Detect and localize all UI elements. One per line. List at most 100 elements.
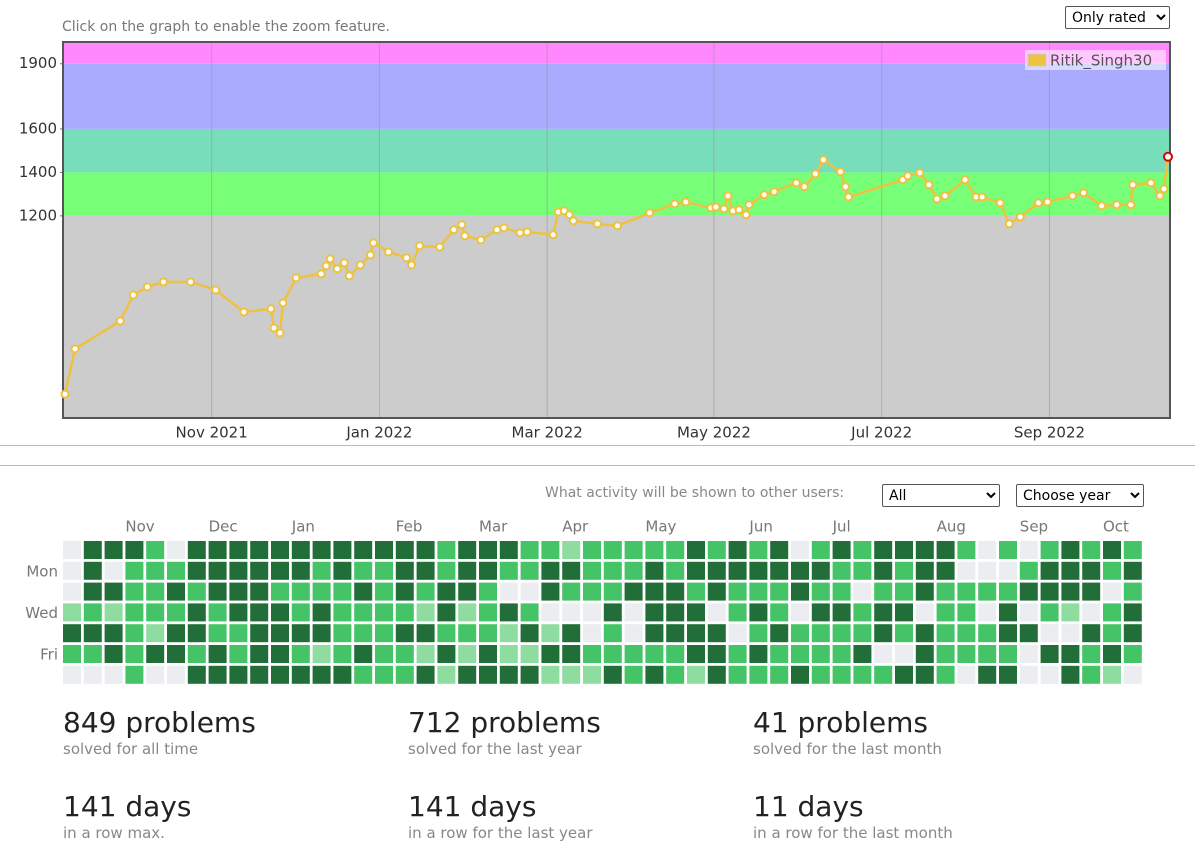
rating-point	[186, 277, 196, 287]
activity-cell	[895, 561, 913, 580]
rating-point	[1042, 197, 1052, 207]
rating-point	[1146, 178, 1156, 188]
activity-cell	[874, 603, 893, 622]
activity-cell	[1061, 624, 1080, 643]
year-select[interactable]: Choose year	[1016, 484, 1144, 507]
activity-cell	[1019, 561, 1038, 580]
rating-chart[interactable]: Click on the graph to enable the zoom fe…	[0, 0, 1195, 445]
activity-cell	[1082, 541, 1101, 559]
activity-cell	[978, 603, 997, 622]
x-tick-label: Jul 2022	[850, 424, 912, 442]
activity-cell	[957, 665, 976, 684]
activity-cell	[146, 582, 165, 601]
activity-cell	[479, 541, 497, 559]
activity-cell	[687, 624, 705, 643]
rating-point	[383, 247, 393, 257]
activity-cell	[208, 645, 227, 663]
activity-cell	[416, 645, 435, 663]
activity-cell	[104, 665, 123, 684]
activity-cell	[499, 603, 518, 622]
activity-cell	[291, 561, 310, 580]
rating-point	[158, 277, 168, 287]
activity-cell	[687, 665, 705, 684]
activity-cell	[229, 603, 248, 622]
activity-cell	[978, 624, 997, 643]
activity-cell	[63, 582, 81, 601]
activity-cell	[1040, 665, 1059, 684]
activity-cell	[437, 645, 456, 663]
activity-cell	[271, 624, 289, 643]
activity-cell	[895, 665, 913, 684]
activity-cell	[83, 624, 102, 643]
rating-point	[1126, 200, 1136, 210]
activity-cell	[146, 665, 165, 684]
activity-cell	[770, 561, 789, 580]
month-label: Jun	[748, 518, 772, 536]
activity-cell	[832, 561, 851, 580]
activity-cell	[499, 645, 518, 663]
separator	[0, 465, 1195, 466]
activity-cell	[957, 624, 976, 643]
activity-cell	[271, 561, 289, 580]
stat-caption: in a row for the last month	[753, 824, 953, 842]
rating-point	[355, 260, 365, 270]
rating-point	[407, 260, 417, 270]
rated-filter[interactable]: Only rated	[1065, 6, 1170, 29]
activity-cell	[1123, 665, 1142, 684]
activity-cell	[749, 645, 768, 663]
activity-cell	[1082, 603, 1101, 622]
activity-cell	[250, 561, 269, 580]
activity-cell	[562, 665, 581, 684]
activity-cell	[645, 665, 664, 684]
activity-cell	[375, 624, 393, 643]
rating-point	[332, 264, 342, 274]
activity-cell	[520, 624, 539, 643]
activity-cell	[520, 665, 539, 684]
activity-cell	[749, 582, 768, 601]
activity-cell	[1040, 624, 1059, 643]
activity-cell	[1123, 541, 1142, 559]
activity-cell	[791, 561, 809, 580]
activity-cell	[832, 624, 851, 643]
day-label: Fri	[40, 646, 58, 664]
activity-cell	[1082, 624, 1101, 643]
activity-cell	[791, 603, 809, 622]
activity-cell	[749, 541, 768, 559]
activity-cell	[791, 624, 809, 643]
activity-cell	[915, 541, 934, 559]
activity-cell	[999, 541, 1017, 559]
activity-cell	[915, 665, 934, 684]
activity-cell	[437, 561, 456, 580]
legend-swatch	[1027, 53, 1047, 67]
rating-point	[344, 271, 354, 281]
activity-cell	[1040, 561, 1059, 580]
visibility-select[interactable]: All	[882, 484, 1000, 507]
activity-cell	[375, 541, 393, 559]
activity-cell	[874, 624, 893, 643]
stat: 141 days in a row for the last year	[408, 791, 738, 843]
activity-cell	[707, 624, 726, 643]
rating-point	[915, 168, 925, 178]
activity-cell	[354, 624, 373, 643]
activity-cell	[125, 603, 144, 622]
activity-cell	[291, 645, 310, 663]
activity-cell	[1103, 541, 1121, 559]
activity-cell	[187, 665, 206, 684]
activity-cell	[250, 603, 269, 622]
activity-cell	[707, 603, 726, 622]
activity-cell	[562, 603, 581, 622]
activity-cell	[187, 582, 206, 601]
activity-cell	[63, 665, 81, 684]
activity-heatmap: Nov Dec Jan Feb Mar Apr May Jun Jul Aug Sep Oct Mon W…	[25, 518, 1142, 684]
activity-cell	[167, 645, 185, 663]
activity-cell	[1123, 624, 1142, 643]
rating-point	[457, 220, 467, 230]
activity-cell	[499, 541, 518, 559]
activity-cell	[479, 582, 497, 601]
activity-cell	[624, 541, 643, 559]
rating-point	[592, 219, 602, 229]
activity-cell	[1040, 541, 1059, 559]
activity-cell	[811, 582, 830, 601]
activity-cell	[395, 541, 414, 559]
rating-point	[548, 230, 558, 240]
